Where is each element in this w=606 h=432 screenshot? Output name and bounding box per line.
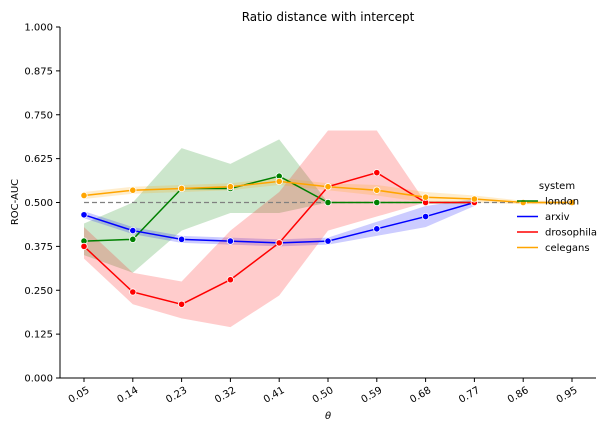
point-celegans bbox=[80, 191, 88, 200]
band-london bbox=[84, 139, 475, 273]
x-tick-label: 0.77 bbox=[457, 385, 482, 406]
series-markers bbox=[80, 169, 576, 308]
x-tick-label: 0.59 bbox=[360, 385, 385, 406]
point-celegans bbox=[373, 186, 381, 194]
point-celegans bbox=[568, 198, 576, 207]
point-arxiv bbox=[178, 235, 186, 243]
point-celegans bbox=[275, 177, 283, 186]
point-arxiv bbox=[324, 237, 332, 245]
point-drosophila bbox=[80, 242, 88, 250]
band-arxiv bbox=[84, 198, 475, 247]
y-axis-label: ROC-AUC bbox=[10, 179, 21, 225]
legend-label-london: london bbox=[545, 197, 579, 208]
point-celegans bbox=[129, 186, 137, 194]
band-drosophila bbox=[84, 130, 475, 328]
point-drosophila bbox=[373, 169, 381, 177]
point-london bbox=[324, 198, 332, 207]
point-celegans bbox=[324, 183, 332, 191]
point-celegans bbox=[421, 193, 430, 201]
x-tick-label: 0.41 bbox=[262, 385, 287, 406]
x-tick-label: 0.68 bbox=[408, 385, 433, 406]
y-tick-label: 0.875 bbox=[24, 66, 53, 77]
legend: system london arxiv drosophila celegans bbox=[517, 181, 597, 254]
point-celegans bbox=[470, 195, 478, 203]
point-drosophila bbox=[275, 239, 283, 247]
y-tick-label: 0.375 bbox=[24, 242, 53, 253]
point-drosophila bbox=[226, 276, 234, 284]
point-arxiv bbox=[226, 237, 234, 245]
y-tick-label: 0.750 bbox=[24, 110, 53, 121]
point-arxiv bbox=[373, 225, 381, 233]
legend-title: system bbox=[539, 181, 575, 192]
x-tick-label: 0.50 bbox=[311, 385, 336, 406]
point-arxiv bbox=[80, 211, 88, 219]
x-tick-label: 0.86 bbox=[506, 385, 531, 406]
point-arxiv bbox=[421, 212, 430, 221]
point-drosophila bbox=[178, 300, 186, 308]
legend-label-celegans: celegans bbox=[545, 243, 590, 254]
x-tick-label: 0.32 bbox=[213, 385, 238, 406]
y-tick-label: 0.000 bbox=[24, 374, 53, 385]
y-tick-label: 0.625 bbox=[24, 154, 53, 165]
y-axis-ticks: 0.000 0.125 0.250 0.375 0.500 0.625 0.750 0.875… bbox=[24, 23, 60, 385]
point-celegans bbox=[178, 184, 186, 193]
x-axis-ticks: 0.05 0.14 0.23 0.32 0.41 0.50 0.59 0.68 0.77 0.86… bbox=[67, 378, 580, 406]
point-arxiv bbox=[129, 226, 137, 235]
y-tick-label: 0.125 bbox=[24, 330, 53, 341]
legend-label-drosophila: drosophila bbox=[545, 228, 597, 239]
x-tick-label: 0.14 bbox=[116, 385, 141, 406]
x-tick-label: 0.95 bbox=[555, 385, 580, 406]
x-axis-label: θ bbox=[325, 411, 331, 422]
legend-label-arxiv: arxiv bbox=[545, 212, 570, 223]
point-drosophila bbox=[129, 288, 137, 296]
y-tick-label: 1.000 bbox=[24, 23, 53, 34]
x-tick-label: 0.23 bbox=[164, 385, 189, 406]
x-tick-label: 0.05 bbox=[67, 385, 92, 406]
chart-title: Ratio distance with intercept bbox=[242, 10, 415, 24]
y-tick-label: 0.250 bbox=[24, 286, 53, 297]
point-london bbox=[129, 235, 137, 243]
y-tick-label: 0.500 bbox=[24, 198, 53, 209]
point-celegans bbox=[226, 183, 234, 191]
point-london bbox=[373, 198, 381, 207]
